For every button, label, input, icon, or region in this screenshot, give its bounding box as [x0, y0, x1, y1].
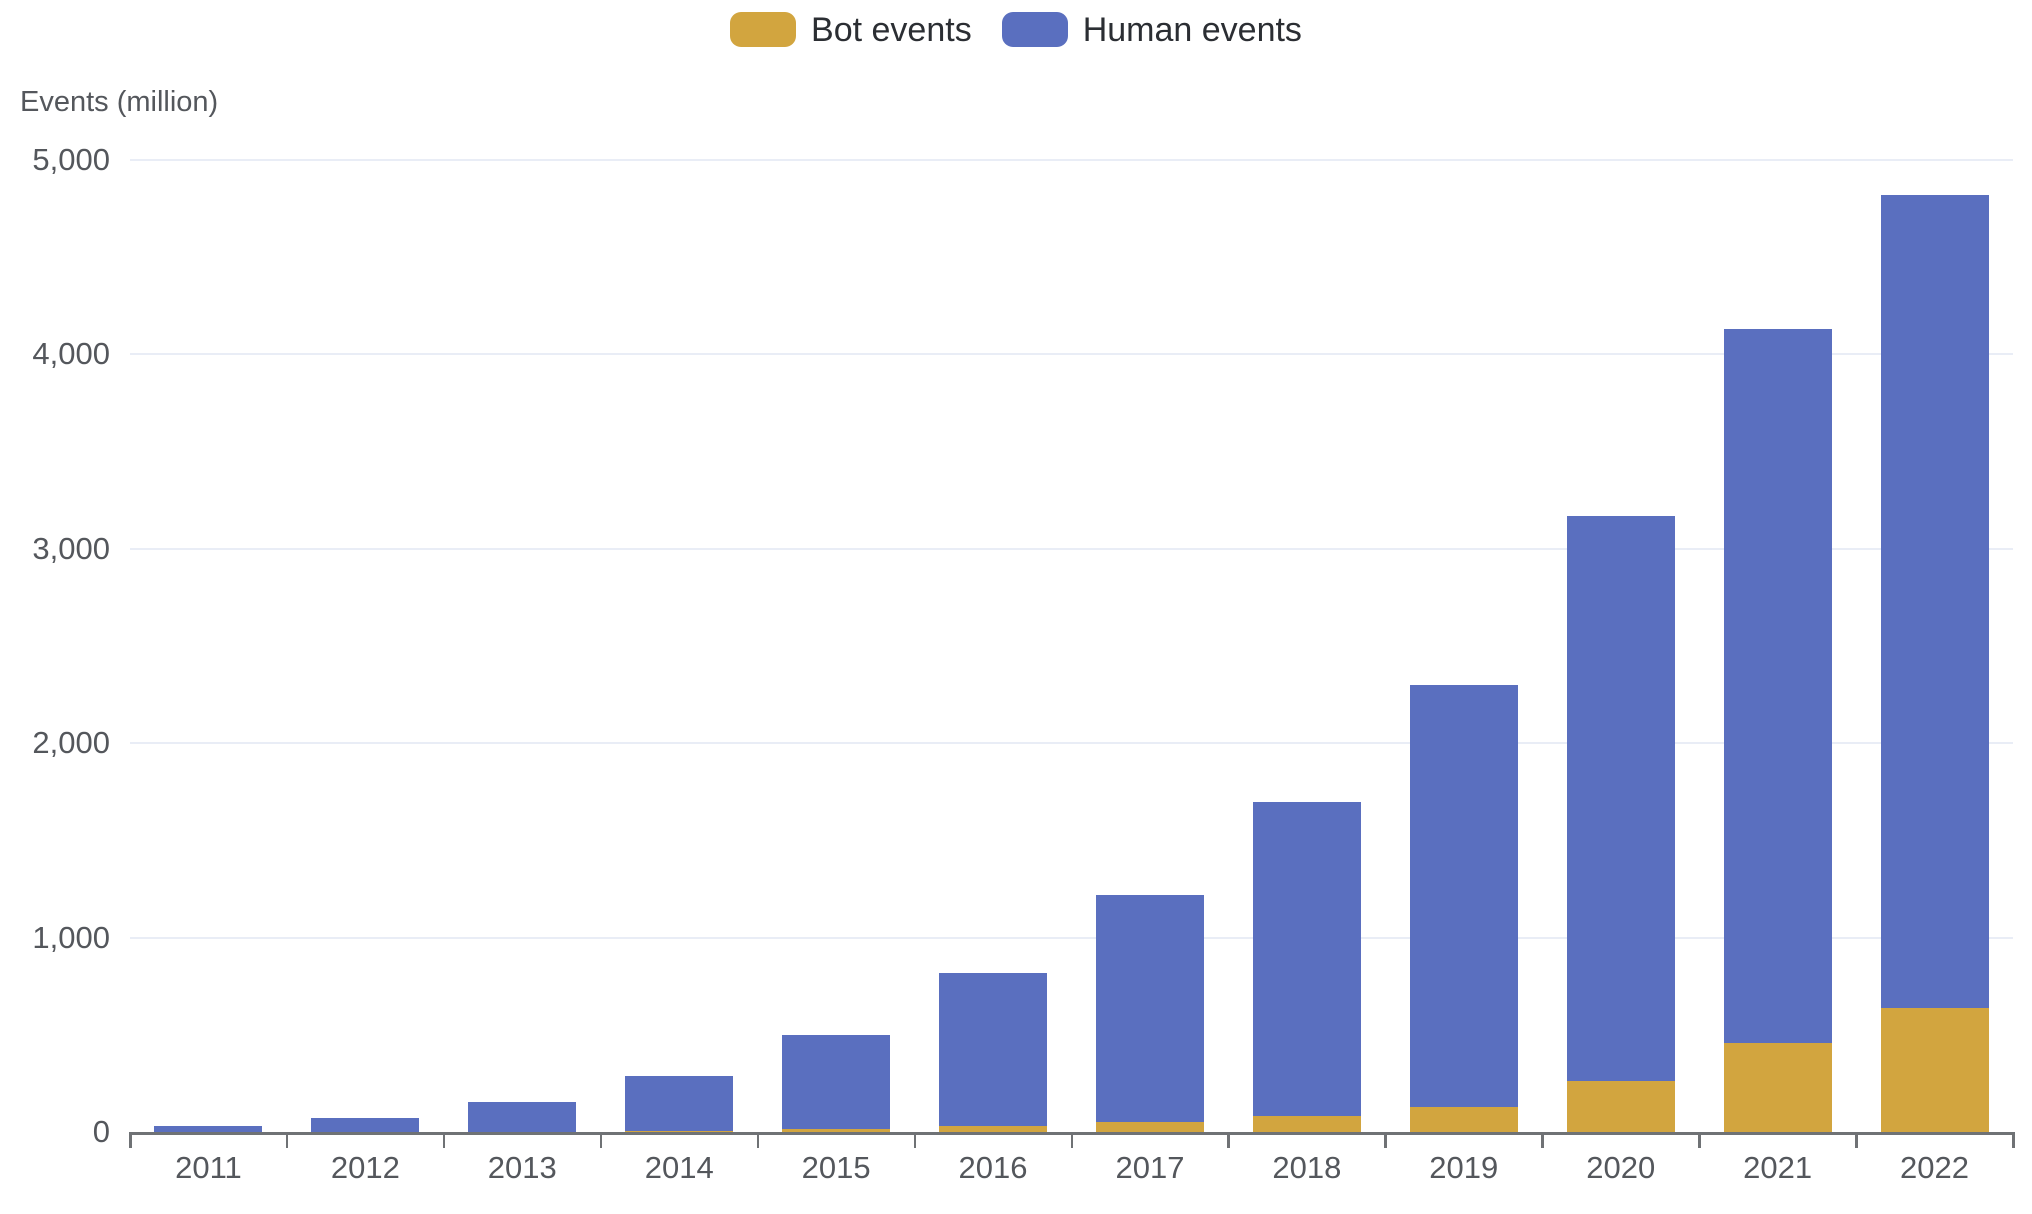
bar-2019-human-events[interactable]	[1409, 684, 1518, 1107]
bar-2011-human-events[interactable]	[154, 1126, 263, 1132]
bar-2020-human-events[interactable]	[1566, 515, 1675, 1082]
x-tick-label-2017: 2017	[1115, 1150, 1185, 1185]
bar-2022-bot-events[interactable]	[1880, 1007, 1989, 1132]
legend: Bot events Human events	[0, 12, 2032, 47]
x-tick-mark	[1855, 1134, 1858, 1148]
legend-label: Bot events	[811, 10, 972, 49]
bot-events-swatch-icon	[730, 12, 797, 47]
x-tick-mark	[756, 1134, 760, 1148]
x-tick-label-2021: 2021	[1743, 1150, 1813, 1185]
bar-2021	[1723, 329, 1832, 1132]
human-events-swatch-icon	[1001, 12, 1068, 47]
legend-item-bot-events[interactable]: Bot events	[730, 12, 972, 47]
x-tick-label-2020: 2020	[1586, 1150, 1656, 1185]
gridline-5000	[130, 159, 2013, 161]
bar-2016	[939, 972, 1048, 1132]
x-tick-mark	[129, 1134, 132, 1148]
y-axis-title: Events (million)	[20, 86, 219, 118]
bar-2018-bot-events[interactable]	[1252, 1116, 1361, 1132]
bar-2016-human-events[interactable]	[939, 972, 1048, 1127]
bar-2022-human-events[interactable]	[1880, 195, 1989, 1008]
x-tick-label-2011: 2011	[175, 1150, 242, 1185]
x-tick-label-2016: 2016	[958, 1150, 1028, 1185]
gridline-3000	[130, 547, 2013, 550]
y-tick-label-2000: 2,000	[32, 725, 110, 761]
bar-2015-human-events[interactable]	[782, 1034, 891, 1130]
bar-2015	[782, 1034, 891, 1132]
bar-2014-human-events[interactable]	[625, 1075, 734, 1132]
bar-2018-human-events[interactable]	[1252, 801, 1361, 1117]
x-tick-mark	[1698, 1134, 1701, 1148]
gridline-1000	[130, 936, 2013, 939]
x-tick-mark	[2012, 1134, 2015, 1148]
x-tick-label-2019: 2019	[1429, 1150, 1499, 1185]
bar-2022	[1880, 195, 1989, 1132]
legend-item-human-events[interactable]: Human events	[1001, 10, 1302, 49]
x-tick-mark	[1227, 1134, 1230, 1148]
y-tick-label-0: 0	[92, 1114, 110, 1149]
x-tick-mark	[442, 1134, 446, 1148]
y-tick-label-4000: 4,000	[32, 336, 110, 372]
x-tick-mark	[1541, 1134, 1544, 1148]
x-tick-label-2014: 2014	[644, 1150, 714, 1185]
bar-2011	[154, 1126, 263, 1132]
bar-2013-human-events[interactable]	[468, 1101, 577, 1132]
bar-2019-bot-events[interactable]	[1409, 1106, 1518, 1132]
bar-2013	[468, 1101, 577, 1132]
gridline-2000	[130, 742, 2013, 745]
y-tick-label-3000: 3,000	[32, 530, 110, 566]
x-tick-mark	[913, 1134, 917, 1148]
y-tick-label-1000: 1,000	[32, 919, 110, 955]
bar-2016-bot-events[interactable]	[939, 1126, 1048, 1132]
x-tick-label-2013: 2013	[487, 1150, 557, 1185]
x-tick-mark	[1070, 1134, 1073, 1148]
legend-label: Human events	[1082, 10, 1302, 49]
gridline-4000	[130, 353, 2013, 356]
x-tick-label-2012: 2012	[330, 1150, 400, 1185]
x-tick-label-2018: 2018	[1272, 1150, 1342, 1185]
bar-2012-human-events[interactable]	[311, 1118, 420, 1132]
x-axis-line	[129, 1132, 2015, 1135]
bar-2012	[311, 1118, 420, 1132]
x-tick-label-2015: 2015	[801, 1150, 871, 1185]
bar-2017-human-events[interactable]	[1095, 894, 1204, 1123]
x-tick-mark	[1384, 1134, 1387, 1148]
y-tick-label-5000: 5,000	[32, 142, 110, 177]
bar-2015-bot-events[interactable]	[782, 1129, 891, 1132]
bar-2017-bot-events[interactable]	[1095, 1122, 1204, 1132]
x-tick-mark	[285, 1134, 289, 1148]
bar-2020	[1566, 515, 1675, 1132]
bar-2014-bot-events[interactable]	[625, 1131, 734, 1132]
bar-2014	[625, 1075, 734, 1132]
bar-2019	[1409, 684, 1518, 1132]
bar-2021-human-events[interactable]	[1723, 329, 1832, 1043]
x-tick-label-2022: 2022	[1900, 1150, 1970, 1185]
x-tick-mark	[599, 1134, 603, 1148]
bar-2020-bot-events[interactable]	[1566, 1081, 1675, 1132]
bar-2018	[1252, 801, 1361, 1132]
bar-2017	[1095, 894, 1204, 1132]
bar-2021-bot-events[interactable]	[1723, 1042, 1832, 1132]
